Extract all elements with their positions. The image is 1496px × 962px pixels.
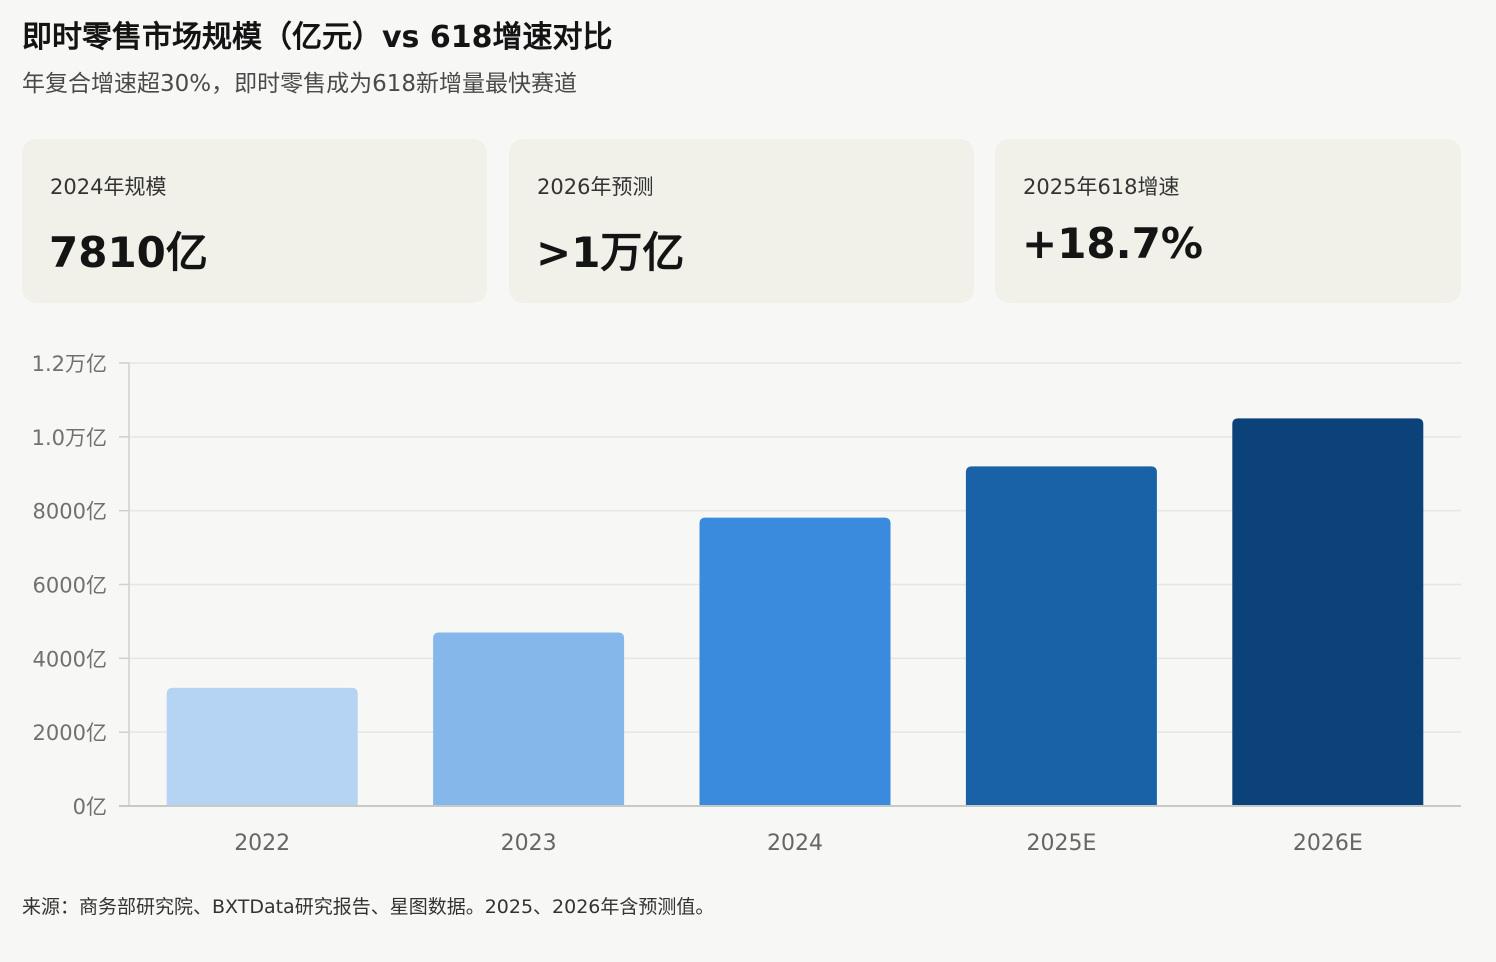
y-tick-label: 2000亿 xyxy=(33,721,107,745)
x-tick-label: 2023 xyxy=(501,831,557,856)
kpi-label: 2024年规模 xyxy=(50,175,167,199)
x-tick-label: 2026E xyxy=(1293,831,1363,856)
y-tick-label: 4000亿 xyxy=(33,647,107,671)
kpi-value: >1万亿 xyxy=(536,228,685,277)
kpi-value: +18.7% xyxy=(1022,219,1203,268)
bar-2022 xyxy=(166,687,358,806)
kpi-cards: 2024年规模 7810亿 2026年预测 >1万亿 2025年618增速 +1… xyxy=(22,139,1461,303)
kpi-card-2026-forecast: 2026年预测 >1万亿 xyxy=(509,139,974,303)
y-tick-label: 1.0万亿 xyxy=(32,426,107,450)
y-tick-label: 1.2万亿 xyxy=(32,352,107,376)
kpi-value: 7810亿 xyxy=(49,228,208,277)
x-tick-label: 2025E xyxy=(1026,831,1096,856)
bar-2024 xyxy=(699,517,891,806)
bar-chart: 0亿 2000亿 4000亿 6000亿 8000亿 1.0万亿 1.2万亿 2022 2023… xyxy=(32,352,1461,856)
y-tick-label: 0亿 xyxy=(73,795,107,819)
source-note: 来源：商务部研究院、BXTData研究报告、星图数据。2025、2026年含预测… xyxy=(22,896,715,918)
kpi-card-2024-scale: 2024年规模 7810亿 xyxy=(22,139,487,303)
bar-2026e xyxy=(1232,418,1424,806)
x-tick-label: 2024 xyxy=(767,831,823,856)
kpi-label: 2026年预测 xyxy=(537,175,654,199)
y-tick-label: 8000亿 xyxy=(33,500,107,524)
page-subtitle: 年复合增速超30%，即时零售成为618新增量最快赛道 xyxy=(22,71,578,97)
x-tick-label: 2022 xyxy=(234,831,290,856)
bar-2023 xyxy=(433,632,625,806)
kpi-label: 2025年618增速 xyxy=(1023,175,1180,199)
bar-2025e xyxy=(965,466,1157,806)
page-title: 即时零售市场规模（亿元）vs 618增速对比 xyxy=(22,20,613,55)
kpi-card-618-growth: 2025年618增速 +18.7% xyxy=(995,139,1461,303)
y-tick-label: 6000亿 xyxy=(33,574,107,598)
